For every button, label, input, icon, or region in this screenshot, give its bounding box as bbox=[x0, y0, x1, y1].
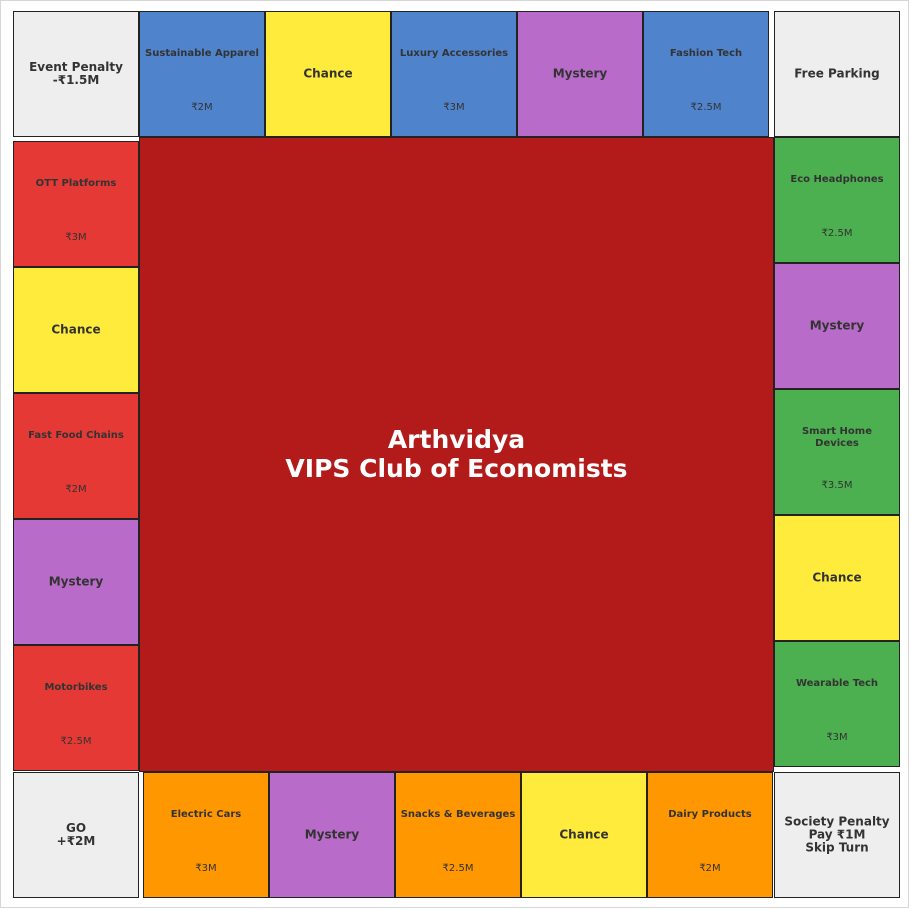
property-name: Dairy Products bbox=[668, 809, 752, 820]
property-price: ₹3M bbox=[195, 863, 217, 874]
property-price: ₹3M bbox=[443, 102, 465, 113]
corner-go[interactable]: GO +₹2M bbox=[13, 772, 139, 898]
property-name: Fashion Tech bbox=[669, 48, 743, 59]
property-name: OTT Platforms bbox=[35, 178, 117, 189]
board-title-line2: VIPS Club of Economists bbox=[285, 454, 628, 483]
board-title-line1: Arthvidya bbox=[387, 425, 526, 454]
property-price: ₹2.5M bbox=[60, 736, 92, 747]
property-price: ₹2.5M bbox=[821, 228, 853, 239]
tile-label: Mystery bbox=[48, 574, 104, 589]
tile-chance[interactable]: Chance bbox=[13, 267, 139, 393]
tile-label: Mystery bbox=[809, 318, 865, 333]
tile-mystery[interactable]: Mystery bbox=[774, 263, 900, 389]
property-name: Snacks & Beverages bbox=[400, 809, 516, 820]
corner-free-parking[interactable]: Free Parking bbox=[774, 11, 900, 137]
property-price: ₹2M bbox=[65, 484, 87, 495]
tile-snacks-beverages[interactable]: Snacks & Beverages ₹2.5M bbox=[395, 772, 521, 898]
property-price: ₹3.5M bbox=[821, 480, 853, 491]
tile-mystery[interactable]: Mystery bbox=[13, 519, 139, 645]
corner-label: Event Penalty -₹1.5M bbox=[29, 60, 123, 87]
property-price: ₹2M bbox=[191, 102, 213, 113]
tile-fashion-tech[interactable]: Fashion Tech ₹2.5M bbox=[643, 11, 769, 137]
tile-dairy-products[interactable]: Dairy Products ₹2M bbox=[647, 772, 773, 898]
tile-chance[interactable]: Chance bbox=[774, 515, 900, 641]
tile-chance[interactable]: Chance bbox=[521, 772, 647, 898]
property-name: Smart Home Devices bbox=[801, 426, 872, 449]
tile-label: Mystery bbox=[304, 827, 360, 842]
board-title: Arthvidya VIPS Club of Economists bbox=[140, 425, 773, 483]
property-name: Electric Cars bbox=[170, 809, 242, 820]
tile-label: Chance bbox=[51, 322, 101, 337]
tile-ott-platforms[interactable]: OTT Platforms ₹3M bbox=[13, 141, 139, 267]
tile-wearable-tech[interactable]: Wearable Tech ₹3M bbox=[774, 641, 900, 767]
tile-mystery[interactable]: Mystery bbox=[269, 772, 395, 898]
corner-label: Society Penalty Pay ₹1M Skip Turn bbox=[784, 814, 890, 855]
property-price: ₹2.5M bbox=[690, 102, 722, 113]
tile-mystery[interactable]: Mystery bbox=[517, 11, 643, 137]
tile-motorbikes[interactable]: Motorbikes ₹2.5M bbox=[13, 645, 139, 771]
property-name: Sustainable Apparel bbox=[145, 48, 259, 59]
property-price: ₹2M bbox=[699, 863, 721, 874]
tile-label: Chance bbox=[812, 570, 862, 585]
property-name: Motorbikes bbox=[44, 682, 108, 693]
property-name: Fast Food Chains bbox=[28, 430, 124, 441]
property-price: ₹3M bbox=[826, 732, 848, 743]
property-price: ₹3M bbox=[65, 232, 87, 243]
tile-sustainable-apparel[interactable]: Sustainable Apparel ₹2M bbox=[139, 11, 265, 137]
tile-electric-cars[interactable]: Electric Cars ₹3M bbox=[143, 772, 269, 898]
tile-smart-home-devices[interactable]: Smart Home Devices ₹3.5M bbox=[774, 389, 900, 515]
corner-society-penalty[interactable]: Society Penalty Pay ₹1M Skip Turn bbox=[774, 772, 900, 898]
tile-label: Chance bbox=[303, 66, 353, 81]
tile-fast-food-chains[interactable]: Fast Food Chains ₹2M bbox=[13, 393, 139, 519]
corner-event-penalty[interactable]: Event Penalty -₹1.5M bbox=[13, 11, 139, 137]
tile-chance[interactable]: Chance bbox=[265, 11, 391, 137]
property-name: Wearable Tech bbox=[795, 678, 879, 689]
board-center: Arthvidya VIPS Club of Economists bbox=[139, 137, 774, 772]
corner-label: Free Parking bbox=[794, 66, 880, 81]
tile-luxury-accessories[interactable]: Luxury Accessories ₹3M bbox=[391, 11, 517, 137]
tile-eco-headphones[interactable]: Eco Headphones ₹2.5M bbox=[774, 137, 900, 263]
tile-label: Mystery bbox=[552, 66, 608, 81]
property-name: Eco Headphones bbox=[790, 174, 884, 185]
tile-label: Chance bbox=[559, 827, 609, 842]
property-name: Luxury Accessories bbox=[399, 48, 509, 59]
property-price: ₹2.5M bbox=[442, 863, 474, 874]
corner-label: GO +₹2M bbox=[56, 821, 96, 848]
